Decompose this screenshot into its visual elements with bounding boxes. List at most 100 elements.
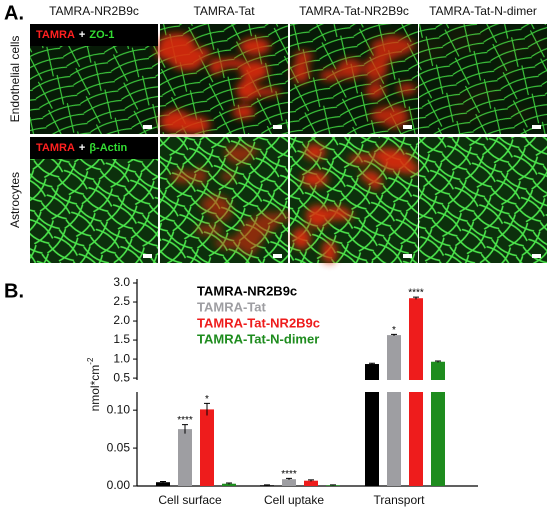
red-blob	[77, 183, 107, 200]
bar-lower	[387, 392, 401, 486]
legend-entry: TAMRA-Tat-N-dimer	[197, 331, 319, 346]
stain-label: TAMRA + β-Actin	[36, 142, 128, 154]
stain-label: TAMRA + ZO-1	[36, 29, 114, 41]
red-blob	[101, 219, 132, 241]
red-blob	[448, 25, 471, 45]
scale-bar	[273, 125, 282, 129]
red-blob	[104, 176, 139, 185]
bar	[156, 482, 170, 486]
red-blob	[304, 144, 326, 160]
red-blob	[513, 147, 538, 159]
red-blob	[507, 106, 533, 119]
error-bar	[160, 480, 166, 483]
red-blob	[397, 83, 417, 95]
stain-box	[30, 24, 158, 46]
bar	[222, 483, 236, 486]
red-blob	[322, 242, 337, 264]
red-blob	[348, 154, 375, 164]
red-blob	[213, 238, 249, 249]
x-tick-label: Cell uptake	[264, 493, 324, 507]
red-blob	[90, 61, 120, 79]
red-blob	[71, 173, 103, 182]
red-blob	[42, 48, 65, 57]
red-signal	[413, 25, 546, 123]
red-blob	[34, 68, 69, 79]
stain-part: TAMRA	[36, 29, 75, 41]
y-tick-label: 0.05	[107, 440, 131, 454]
bar	[178, 429, 192, 486]
red-blob	[326, 206, 349, 216]
error-bar	[369, 362, 375, 365]
y-tick-label: 0.10	[107, 402, 131, 416]
legend-entry: TAMRA-NR2B9c	[197, 283, 297, 298]
significance: ****	[177, 415, 193, 426]
column-title: TAMRA-Tat-N-dimer	[429, 4, 537, 18]
y-tick-label: 1.5	[113, 332, 130, 346]
bar-upper	[365, 364, 379, 380]
red-blob	[51, 235, 74, 250]
panel-b-label: B.	[4, 280, 24, 302]
stain-box	[30, 137, 158, 159]
y-tick-label: 3.0	[113, 275, 130, 289]
red-blob	[171, 170, 195, 184]
red-blob	[527, 35, 546, 56]
scale-bar	[532, 125, 541, 129]
red-blob	[465, 30, 491, 40]
red-blob	[71, 77, 99, 89]
red-blob	[440, 201, 464, 218]
red-blob	[338, 58, 363, 79]
panel-a-label: A.	[4, 2, 24, 24]
red-blob	[226, 147, 252, 164]
red-blob	[489, 212, 503, 223]
scale-bar	[143, 125, 152, 129]
red-signal	[156, 33, 282, 134]
red-signal	[292, 144, 420, 264]
stain-part: +	[79, 29, 85, 41]
row-label: Endothelial cells	[8, 36, 22, 123]
red-blob	[429, 37, 443, 54]
y-axis-label: nmol*cm-2	[86, 357, 102, 411]
red-blob	[291, 60, 310, 84]
red-blob	[195, 224, 224, 235]
red-blob	[218, 58, 246, 68]
red-blob	[175, 115, 211, 134]
column-title: TAMRA-Tat-NR2B9c	[299, 4, 409, 18]
x-tick-label: Cell surface	[158, 493, 222, 507]
red-blob	[379, 150, 413, 173]
red-blob	[53, 109, 76, 121]
red-blob	[292, 227, 311, 249]
red-blob	[212, 204, 232, 221]
scale-bar	[403, 125, 412, 129]
bar-upper	[387, 335, 401, 380]
red-blob	[450, 108, 486, 122]
error-bar	[264, 484, 270, 486]
red-blob	[470, 86, 503, 100]
error-bar	[435, 360, 441, 363]
column-title: TAMRA-Tat	[193, 4, 255, 18]
red-blob	[301, 171, 329, 187]
error-bar	[308, 479, 314, 482]
column-title: TAMRA-NR2B9c	[49, 4, 139, 18]
bar	[326, 485, 340, 486]
micrograph	[419, 137, 547, 263]
error-bar	[182, 424, 188, 434]
red-blob	[245, 87, 282, 96]
bar	[200, 409, 214, 486]
scale-bar	[532, 254, 541, 258]
stain-part: +	[79, 142, 85, 154]
bar	[304, 480, 318, 486]
y-tick-label: 0.5	[113, 370, 130, 384]
red-blob	[239, 37, 271, 55]
bar-upper	[409, 298, 423, 380]
y-label-main: nmol*cm	[88, 365, 102, 412]
red-blob	[455, 224, 476, 234]
bar	[282, 479, 296, 486]
bar-upper	[431, 361, 445, 380]
y-label-sup: -2	[86, 357, 95, 365]
significance: *	[392, 325, 396, 336]
legend-entry: TAMRA-Tat-NR2B9c	[197, 315, 320, 330]
x-tick-label: Transport	[374, 493, 426, 507]
error-bar	[391, 333, 397, 336]
red-blob	[368, 173, 382, 190]
red-blob	[267, 212, 292, 222]
